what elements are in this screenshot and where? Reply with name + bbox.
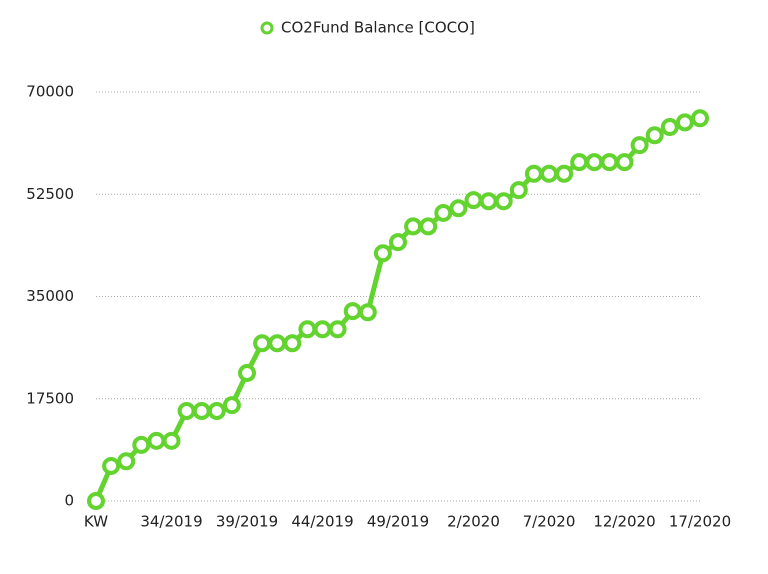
data-point (479, 192, 498, 211)
data-point (117, 452, 136, 471)
legend-label: CO2Fund Balance [COCO] (281, 19, 475, 37)
data-point (373, 244, 392, 263)
data-point (222, 396, 241, 415)
data-point (268, 334, 287, 353)
data-point (207, 402, 226, 421)
y-tick-label: 35000 (26, 287, 74, 305)
data-point (615, 153, 634, 172)
legend-marker (260, 21, 274, 35)
data-point (132, 435, 151, 454)
data-point (313, 320, 332, 339)
data-point (147, 431, 166, 450)
x-tick-label: 34/2019 (140, 513, 202, 531)
data-point (298, 320, 317, 339)
data-point (177, 402, 196, 421)
data-point (419, 217, 438, 236)
data-point (691, 109, 709, 128)
data-point (192, 402, 211, 421)
data-point (494, 192, 513, 211)
x-tick-label: 2/2020 (447, 513, 500, 531)
y-tick-label: 70000 (26, 83, 74, 101)
data-point (343, 302, 362, 321)
data-point (600, 153, 619, 172)
data-point (675, 113, 694, 132)
series-line (93, 115, 701, 502)
x-tick-label: 12/2020 (593, 513, 655, 531)
data-point (660, 118, 679, 137)
data-point (509, 181, 528, 200)
data-point (524, 164, 543, 183)
data-point (389, 233, 407, 252)
data-point (238, 364, 256, 383)
data-point (358, 303, 377, 322)
data-point (404, 217, 423, 236)
data-point (449, 199, 468, 218)
x-tick-label: KW (84, 513, 108, 531)
data-point (555, 164, 574, 183)
data-point (162, 431, 181, 450)
data-point (630, 136, 649, 155)
y-tick-label: 52500 (26, 185, 74, 203)
data-point (434, 203, 453, 222)
x-tick-label: 17/2020 (669, 513, 731, 531)
x-tick-label: 39/2019 (216, 513, 278, 531)
data-point (645, 126, 664, 145)
data-point (253, 334, 272, 353)
x-tick-label: 44/2019 (291, 513, 353, 531)
data-point (464, 191, 483, 210)
data-point (283, 334, 302, 353)
x-tick-label: 49/2019 (367, 513, 429, 531)
data-point (585, 153, 604, 172)
y-tick-label: 17500 (26, 389, 74, 407)
data-point (540, 164, 558, 183)
y-tick-label: 0 (64, 492, 74, 510)
data-point (87, 492, 105, 510)
data-point (102, 456, 121, 475)
data-point (570, 153, 589, 172)
x-tick-label: 7/2020 (523, 513, 576, 531)
data-point (328, 320, 347, 339)
